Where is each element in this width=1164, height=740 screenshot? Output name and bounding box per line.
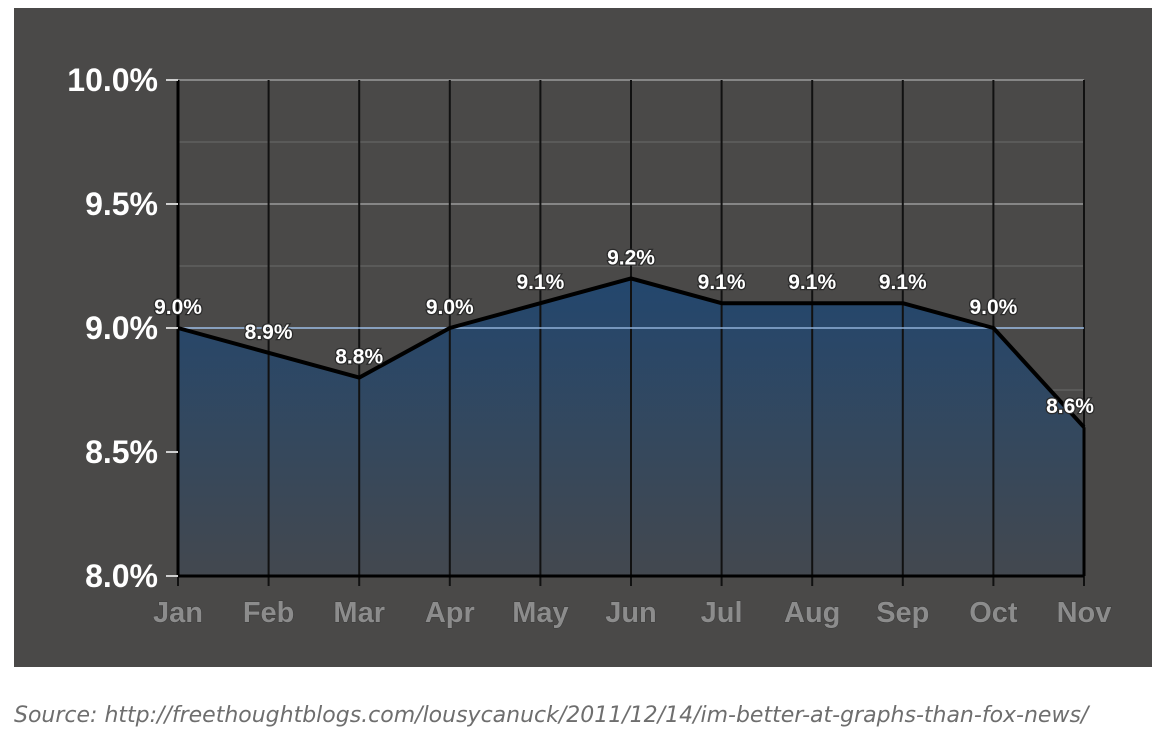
x-tick-label: Sep bbox=[876, 597, 929, 629]
x-tick-label: Oct bbox=[969, 597, 1018, 629]
x-tick-label: Jan bbox=[153, 597, 203, 629]
data-label: 9.0% bbox=[154, 296, 202, 319]
x-tick-label: Jul bbox=[701, 597, 743, 629]
x-tick-label: Feb bbox=[243, 597, 295, 629]
unemployment-area-chart: 10.0% 9.5% 9.0% 8.5% 8.0% Jan Feb Mar Apr May Jun… bbox=[67, 62, 1112, 630]
x-tick-label: Mar bbox=[333, 597, 385, 629]
data-label: 9.1% bbox=[788, 271, 836, 294]
x-tick-label: Jun bbox=[605, 597, 657, 629]
x-tick-label: Nov bbox=[1057, 597, 1112, 629]
source-caption: Source: http://freethoughtblogs.com/lous… bbox=[14, 703, 1089, 728]
data-label: 8.6% bbox=[1046, 395, 1094, 418]
y-axis-tick-labels: 10.0% 9.5% 9.0% 8.5% 8.0% bbox=[67, 62, 158, 594]
y-tick-label: 9.5% bbox=[85, 186, 158, 222]
x-tick-label: Aug bbox=[784, 597, 840, 629]
data-label: 8.8% bbox=[335, 346, 383, 369]
series-line bbox=[177, 276, 1086, 429]
y-tick-label: 9.0% bbox=[85, 310, 158, 346]
x-axis-tick-labels: Jan Feb Mar Apr May Jun Jul Aug Sep Oct Nov bbox=[153, 597, 1112, 630]
data-labels: 9.0% 8.9% 8.8% 9.0% 9.1% 9.2% 9.1% 9.1% 9.1% 9.0%… bbox=[153, 245, 1096, 419]
data-label: 9.1% bbox=[516, 271, 564, 294]
data-label: 8.9% bbox=[245, 321, 293, 344]
chart-panel: 10.0% 9.5% 9.0% 8.5% 8.0% Jan Feb Mar Apr May Jun… bbox=[14, 8, 1152, 667]
data-label: 9.0% bbox=[969, 296, 1017, 319]
x-tick-label: May bbox=[512, 597, 568, 629]
data-label: 9.1% bbox=[879, 271, 927, 294]
data-label: 9.2% bbox=[607, 246, 655, 269]
y-tick-label: 10.0% bbox=[67, 62, 158, 98]
data-label: 9.1% bbox=[698, 271, 746, 294]
x-tick-label: Apr bbox=[425, 597, 475, 629]
y-tick-label: 8.0% bbox=[85, 558, 158, 594]
y-tick-label: 8.5% bbox=[85, 434, 158, 470]
data-label: 9.0% bbox=[426, 296, 474, 319]
